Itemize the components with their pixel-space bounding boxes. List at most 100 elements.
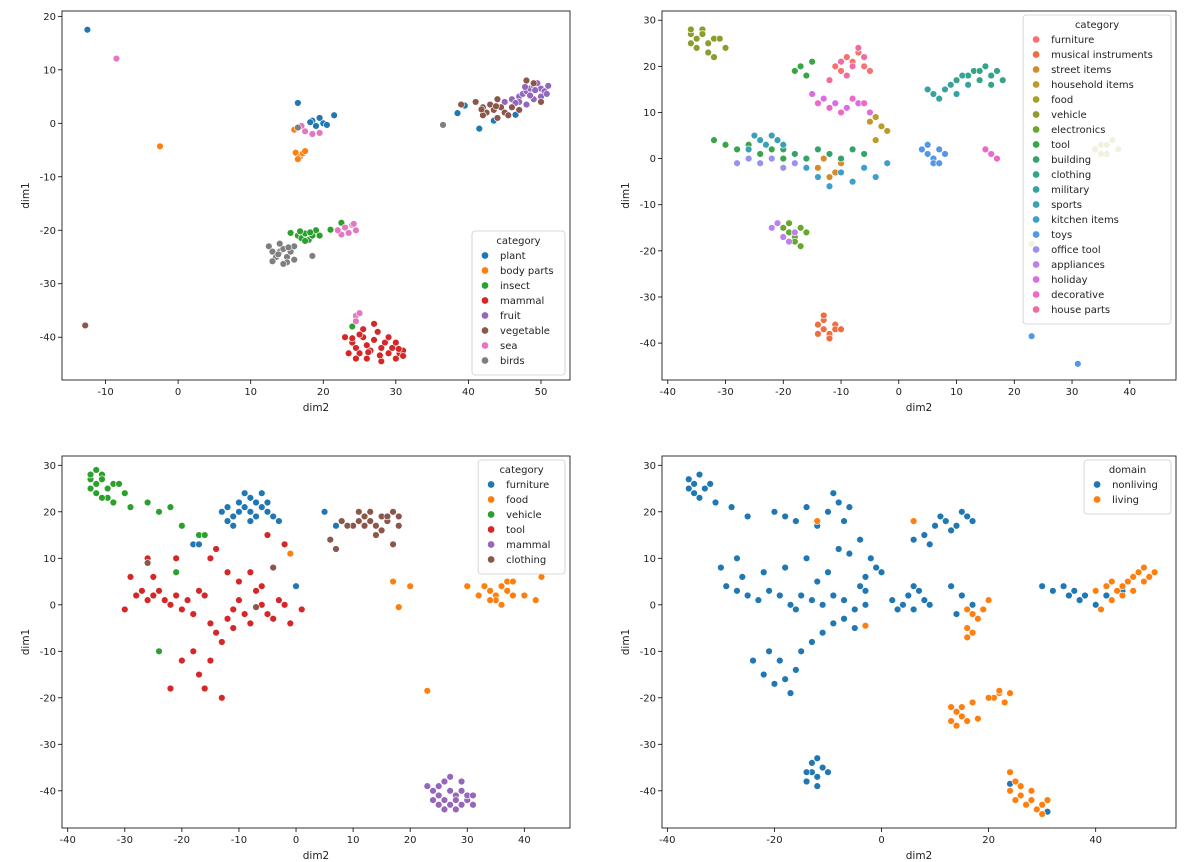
scatter-point: [98, 494, 106, 502]
legend-box: [477, 459, 566, 575]
scatter-point: [923, 150, 932, 158]
scatter-point: [435, 791, 443, 800]
scatter-point: [744, 145, 753, 154]
x-tick-label: 0: [878, 835, 884, 846]
scatter-point: [796, 62, 805, 71]
scatter-point: [452, 805, 460, 814]
scatter-point: [843, 71, 851, 80]
scatter-point: [711, 498, 720, 507]
y-tick-label: -30: [640, 292, 656, 303]
legend-marker: [487, 525, 495, 534]
scatter-point: [92, 466, 100, 474]
scatter-point: [856, 535, 864, 544]
x-tick-label: 0: [293, 835, 299, 846]
scatter-plot-1-svg: -10 0 10 20 30 40 50 -40 -30 -20 -10 0 10 20 dim2 dim1 c…: [20, 10, 571, 414]
legend-marker: [1032, 215, 1040, 224]
legend-marker: [481, 251, 489, 260]
scatter-point: [161, 596, 169, 604]
scatter-point: [1102, 582, 1111, 590]
scatter-point: [252, 587, 260, 595]
scatter-point: [813, 577, 821, 586]
scatter-point: [200, 684, 209, 693]
scatter-point: [522, 100, 531, 109]
scatter-point: [355, 349, 364, 357]
scatter-point: [294, 155, 302, 163]
scatter-point: [770, 508, 779, 516]
scatter-point: [802, 777, 811, 786]
scatter-point: [786, 689, 795, 697]
scatter-point: [773, 136, 782, 144]
scatter-point: [802, 228, 811, 237]
scatter-point: [871, 113, 880, 121]
scatter-point: [963, 512, 971, 521]
scatter-point: [918, 145, 926, 154]
scatter-point: [860, 53, 868, 61]
scatter-point: [814, 173, 822, 181]
legend-box: [1083, 459, 1172, 515]
legend-entry: office tool: [1051, 245, 1101, 256]
scatter-point: [341, 333, 349, 341]
scatter-point: [457, 777, 466, 786]
scatter-point: [183, 596, 192, 604]
scatter-point: [284, 243, 293, 252]
scatter-point: [904, 591, 912, 600]
scatter-point: [1027, 796, 1036, 804]
scatter-point: [1059, 582, 1068, 590]
scatter-point: [867, 554, 875, 563]
scatter-point: [86, 470, 95, 479]
scatter-point: [423, 687, 432, 695]
scatter-point: [323, 121, 331, 129]
legend-entry: decorative: [1051, 290, 1104, 301]
scatter-point: [435, 782, 443, 790]
scatter-point: [848, 94, 857, 103]
x-tick-label: -10: [231, 835, 247, 846]
legend-marker: [1032, 260, 1040, 269]
scatter-point: [808, 638, 816, 646]
scatter-point: [687, 25, 695, 34]
scatter-point: [344, 349, 353, 357]
scatter-point: [275, 596, 283, 604]
scatter-point: [756, 136, 764, 144]
scatter-point: [883, 127, 891, 135]
x-axis-label: dim2: [906, 850, 933, 862]
y-tick-label: -20: [640, 246, 656, 257]
scatter-point: [877, 122, 886, 131]
scatter-point: [218, 508, 226, 516]
scatter-point: [258, 503, 266, 511]
scatter-point: [779, 154, 787, 163]
scatter-point: [497, 601, 506, 609]
scatter-point: [818, 763, 827, 772]
scatter-point: [792, 605, 800, 614]
scatter-point: [825, 150, 834, 158]
scatter-point: [872, 563, 880, 572]
x-tick-label: 10: [347, 835, 360, 846]
scatter-point: [429, 787, 437, 795]
scatter-point: [781, 512, 789, 521]
scatter-point: [1108, 596, 1116, 604]
scatter-point: [497, 582, 506, 590]
scatter-point: [112, 54, 121, 63]
y-tick-label: -30: [640, 740, 656, 751]
x-axis-label: dim2: [303, 850, 330, 862]
scatter-point: [926, 601, 934, 609]
plot-frame: [61, 455, 571, 829]
legend-marker: [1093, 495, 1101, 504]
x-tick-label: 20: [1008, 387, 1021, 398]
scatter-point: [515, 106, 523, 114]
scatter-point: [223, 615, 232, 623]
scatter-point: [704, 48, 712, 57]
scatter-point: [399, 352, 407, 360]
scatter-point: [856, 582, 864, 590]
scatter-point: [395, 603, 403, 611]
scatter-point: [280, 601, 289, 609]
legend-entry: insect: [500, 281, 530, 292]
y-tick-label: 10: [43, 554, 56, 565]
scatter-point: [941, 85, 949, 94]
scatter-point: [860, 99, 868, 107]
scatter-point: [829, 591, 838, 600]
legend-entry: military: [1051, 185, 1089, 196]
scatter-point: [744, 154, 753, 163]
scatter-plot-4-svg: -40 -20 0 20 40 -40 -30 -20 -10 0 10 20 30 dim2 dim1 do…: [620, 455, 1177, 862]
scatter-point: [1129, 587, 1137, 595]
scatter-point: [695, 470, 704, 479]
